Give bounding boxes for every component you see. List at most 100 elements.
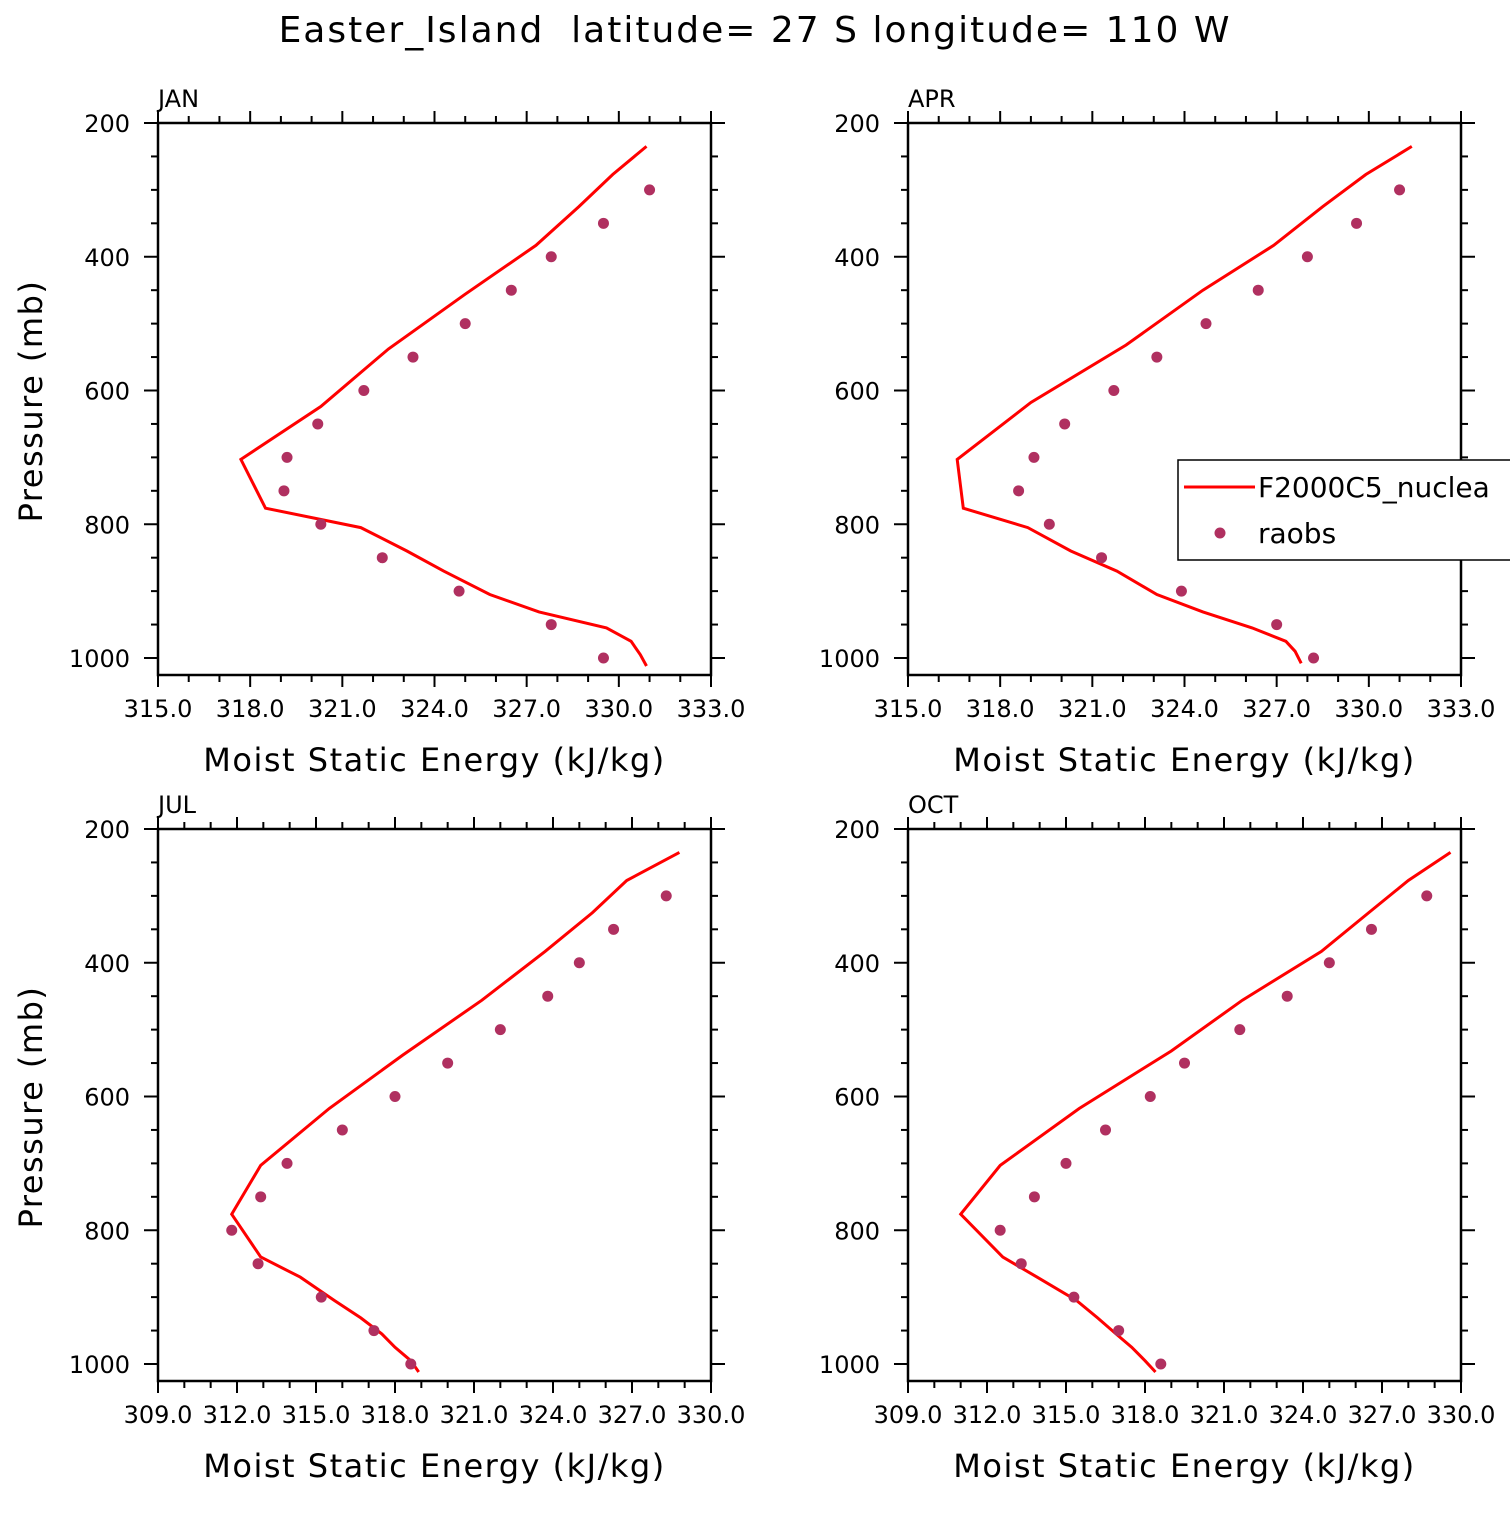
y-tick-label: 400 (834, 950, 880, 978)
y-tick-label: 400 (84, 244, 130, 272)
raobs-point (315, 1291, 327, 1303)
raobs-point (442, 1057, 454, 1069)
y-tick-label: 800 (84, 1217, 130, 1245)
y-axis-label: Pressure (mb) (12, 280, 50, 523)
y-tick-label: 800 (834, 1217, 880, 1245)
raobs-point (1394, 184, 1406, 196)
raobs-point (1028, 451, 1040, 463)
x-tick-label: 318.0 (966, 695, 1035, 723)
chart-title: Easter_Island latitude= 27 S longitude= … (278, 10, 1232, 51)
raobs-point (312, 418, 324, 430)
x-axis-label: Moist Static Energy (kJ/kg) (953, 1447, 1415, 1485)
x-tick-label: 321.0 (308, 695, 377, 723)
raobs-point (252, 1258, 264, 1270)
raobs-point (405, 1358, 417, 1370)
raobs-point (505, 284, 517, 296)
x-tick-label: 330.0 (1427, 1401, 1496, 1429)
y-tick-label: 1000 (819, 645, 880, 673)
raobs-point (226, 1224, 238, 1236)
raobs-point (1096, 552, 1108, 564)
panel-jul: 309.0 312.0 315.0 318.0 321.0 324.0 327.0 330.0… (12, 791, 745, 1485)
x-tick-label: 309.0 (874, 1401, 943, 1429)
raobs-point (1301, 251, 1313, 263)
raobs-point (1100, 1124, 1111, 1136)
raobs-point (407, 351, 419, 363)
x-tick-label: 312.0 (953, 1401, 1022, 1429)
y-tick-label: 200 (834, 110, 880, 138)
raobs-point (1271, 619, 1283, 631)
x-tick-label: 318.0 (361, 1401, 430, 1429)
x-axis-label: Moist Static Energy (kJ/kg) (203, 741, 665, 779)
raobs-point (453, 585, 465, 597)
raobs-point (994, 1224, 1006, 1236)
model-series-line (238, 145, 648, 667)
y-tick-label: 600 (84, 1084, 130, 1112)
raobs-point (1028, 1191, 1040, 1203)
raobs-point (1421, 890, 1433, 902)
plot-frame (156, 121, 713, 677)
raobs-point (1200, 318, 1212, 330)
raobs-point (1043, 518, 1055, 530)
raobs-point (573, 957, 585, 969)
legend-model-label: F2000C5_nuclea (1258, 471, 1490, 504)
y-tick-label: 600 (834, 1084, 880, 1112)
panel-label: OCT (908, 791, 959, 819)
x-tick-label: 315.0 (874, 695, 943, 723)
raobs-point (1060, 1157, 1072, 1169)
raobs-point (1365, 923, 1377, 935)
raobs-point (1144, 1091, 1156, 1102)
raobs-point (1234, 1024, 1246, 1036)
raobs-point (608, 923, 620, 935)
y-tick-label: 600 (834, 378, 880, 406)
y-tick-label: 200 (834, 816, 880, 844)
y-tick-label: 400 (834, 244, 880, 272)
panel-jan: 315.0 318.0 321.0 324.0 327.0 330.0 333.0 200 40… (12, 85, 745, 779)
raobs-point (545, 251, 557, 263)
panel-label: JAN (156, 85, 199, 113)
x-tick-label: 333.0 (677, 695, 746, 723)
raobs-point (1068, 1291, 1080, 1303)
x-axis-label: Moist Static Energy (kJ/kg) (953, 741, 1415, 779)
raobs-point (1252, 284, 1264, 296)
raobs-point (1308, 652, 1320, 664)
raobs-point (368, 1325, 380, 1337)
raobs-point (255, 1191, 267, 1203)
raobs-point (1175, 585, 1187, 597)
x-tick-label: 330.0 (677, 1401, 746, 1429)
raobs-point (358, 385, 370, 396)
raobs-point (389, 1091, 401, 1102)
x-tick-label: 321.0 (1058, 695, 1127, 723)
x-tick-label: 324.0 (519, 1401, 588, 1429)
raobs-point (1013, 485, 1025, 497)
x-tick-label: 327.0 (1242, 695, 1311, 723)
legend-obs-swatch (1214, 527, 1226, 539)
panel-oct: 309.0 312.0 315.0 318.0 321.0 324.0 327.0 330.0… (819, 791, 1495, 1485)
y-axis-label: Pressure (mb) (12, 986, 50, 1229)
x-tick-label: 333.0 (1427, 695, 1496, 723)
y-tick-label: 1000 (69, 645, 130, 673)
x-axis-label: Moist Static Energy (kJ/kg) (203, 1447, 665, 1485)
raobs-point (336, 1124, 348, 1136)
raobs-point (1323, 957, 1335, 969)
x-tick-label: 321.0 (1190, 1401, 1259, 1429)
plot-frame (906, 827, 1463, 1383)
panel-apr: 315.0 318.0 321.0 324.0 327.0 330.0 333.0 200 40… (819, 85, 1495, 779)
raobs-point (660, 890, 672, 902)
panel-label: JUL (156, 791, 197, 819)
x-tick-label: 324.0 (1150, 695, 1219, 723)
y-tick-label: 600 (84, 378, 130, 406)
legend-box (1177, 459, 1510, 561)
x-tick-label: 318.0 (216, 695, 285, 723)
panel-label: APR (908, 85, 956, 113)
raobs-point (1059, 418, 1071, 430)
x-tick-label: 318.0 (1111, 1401, 1180, 1429)
y-tick-label: 800 (84, 511, 130, 539)
raobs-point (278, 485, 290, 497)
raobs-point (1281, 990, 1293, 1002)
x-tick-label: 315.0 (282, 1401, 351, 1429)
x-tick-label: 330.0 (1334, 695, 1403, 723)
raobs-point (1108, 385, 1120, 396)
raobs-point (1151, 351, 1163, 363)
x-tick-label: 315.0 (1032, 1401, 1101, 1429)
